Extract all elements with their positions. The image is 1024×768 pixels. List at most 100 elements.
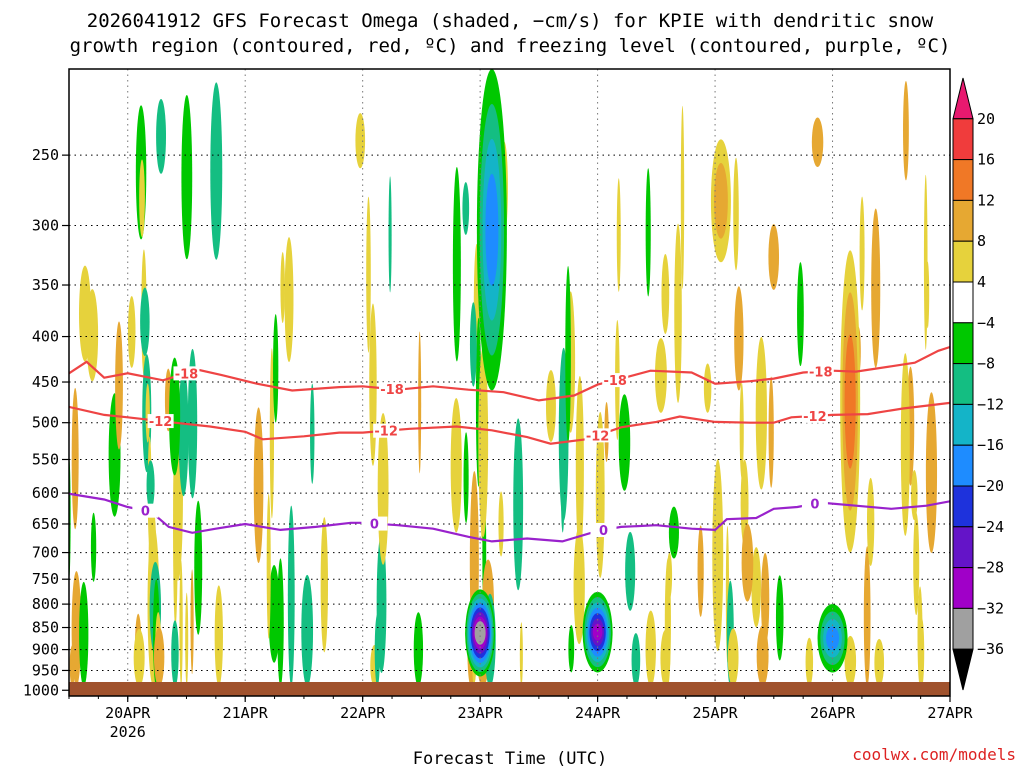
omega-streak: [452, 167, 461, 362]
contour-label--12: -12: [586, 429, 610, 444]
omega-streak: [268, 565, 280, 663]
omega-streak: [214, 585, 223, 687]
colorbar-label: −36: [977, 640, 1004, 658]
omega-streak: [775, 575, 784, 661]
contour-label-bg: [801, 496, 828, 511]
colorbar-box: [952, 240, 974, 283]
contour-label-bg: [361, 516, 388, 531]
omega-streak: [751, 547, 762, 628]
x-tick-label: 27APR: [927, 704, 973, 722]
contour-label--12: -12: [149, 415, 173, 430]
colorbar-box: [952, 567, 974, 609]
colorbar-label: −16: [977, 436, 1004, 454]
colorbar-bottom-arrow: [952, 648, 974, 691]
contour-label--18: -18: [380, 383, 404, 398]
contour-label-0: 0: [141, 505, 150, 520]
omega-streak: [369, 303, 377, 466]
x-tick-label: 24APR: [575, 704, 621, 722]
temperature-contours: -18 -18 -18 -18 -12 -12 -12 -12 0 0 0 0: [69, 345, 950, 543]
omega-streak: [545, 370, 556, 442]
ground-surface: [69, 682, 950, 696]
x-tick-label: 21APR: [223, 704, 269, 722]
colorbar-box: [952, 159, 974, 201]
omega-streak: [697, 525, 704, 617]
colorbar-label: −20: [977, 477, 1004, 495]
omega-core: [714, 163, 728, 239]
omega-streak: [680, 105, 685, 289]
omega-streak: [86, 289, 99, 382]
omega-streak: [668, 506, 679, 559]
omega-streak: [178, 366, 189, 497]
y-tick-label: 1000: [23, 681, 59, 699]
colorbar-label: 16: [977, 151, 995, 169]
contour-label-bg: [584, 428, 611, 443]
omega-streak: [926, 261, 930, 329]
colorbar-label: 4: [977, 273, 986, 291]
omega-streak: [388, 176, 392, 293]
x-tick-label: 22APR: [340, 704, 386, 722]
colorbar-box: [952, 363, 974, 405]
omega-streak: [413, 612, 424, 687]
omega-streak: [811, 117, 824, 168]
omega-streak: [911, 469, 918, 521]
contour-label--12: -12: [374, 425, 398, 440]
omega-streak: [355, 113, 366, 169]
omega-core: [592, 623, 603, 641]
omega-streak: [925, 392, 938, 554]
colorbar-label: −28: [977, 559, 1004, 577]
omega-streak: [79, 581, 89, 687]
omega-streak: [519, 622, 523, 687]
omega-streak: [253, 407, 264, 564]
omega-streak: [739, 382, 744, 479]
y-tick-label: 650: [32, 515, 59, 533]
omega-streak: [266, 493, 271, 639]
omega-streak: [733, 157, 739, 271]
omega-streak: [741, 523, 754, 602]
omega-streak: [181, 94, 193, 260]
credit-text[interactable]: coolwx.com/models: [852, 745, 1016, 764]
omega-streak: [874, 638, 885, 687]
omega-streak: [320, 517, 329, 653]
y-tick-label: 700: [32, 544, 59, 562]
omega-streak: [661, 254, 670, 334]
contour-line--12: [69, 401, 950, 445]
colorbar-box: [952, 118, 974, 161]
omega-streak: [179, 560, 183, 687]
omega-streak: [69, 645, 75, 687]
colorbar-box: [952, 281, 974, 324]
omega-streak: [664, 558, 671, 687]
y-axis: 250 300 350 400 450 500 550 600 650 700 750 800 850 9…: [23, 146, 69, 699]
omega-streak: [287, 505, 295, 687]
chart-title-line1: 2026041912 GFS Forecast Omega (shaded, −…: [87, 10, 934, 32]
omega-streak: [674, 223, 682, 403]
contour-label-bg: [373, 423, 400, 438]
omega-streak: [185, 592, 189, 687]
colorbar-label: −32: [977, 599, 1004, 617]
colorbar-box: [952, 485, 974, 528]
omega-streak: [866, 477, 875, 566]
y-tick-label: 900: [32, 641, 59, 659]
omega-core: [844, 334, 856, 469]
colorbar-label: −4: [977, 314, 995, 332]
omega-core: [485, 173, 499, 286]
colorbar-box: [952, 403, 974, 446]
omega-streak: [301, 574, 314, 687]
colorbar-box: [952, 199, 974, 242]
omega-streak: [645, 610, 656, 687]
omega-streak: [703, 363, 712, 413]
omega-streak: [575, 375, 584, 557]
omega-streak: [169, 357, 181, 476]
omega-streak: [573, 526, 585, 645]
omega-streak: [277, 558, 284, 687]
omega-streak: [127, 296, 136, 368]
contour-label-0: 0: [599, 524, 608, 539]
contour-label-0: 0: [370, 518, 379, 533]
omega-streak: [478, 345, 489, 538]
colorbar-label: −12: [977, 395, 1004, 413]
y-tick-label: 400: [32, 328, 59, 346]
omega-streak: [513, 418, 524, 591]
colorbar: 20 16 12 8 4 −4 −8 −12 −16 −20 −24 −28 −32 −36: [952, 77, 1004, 691]
omega-streak: [900, 353, 910, 536]
omega-streak: [645, 168, 651, 297]
